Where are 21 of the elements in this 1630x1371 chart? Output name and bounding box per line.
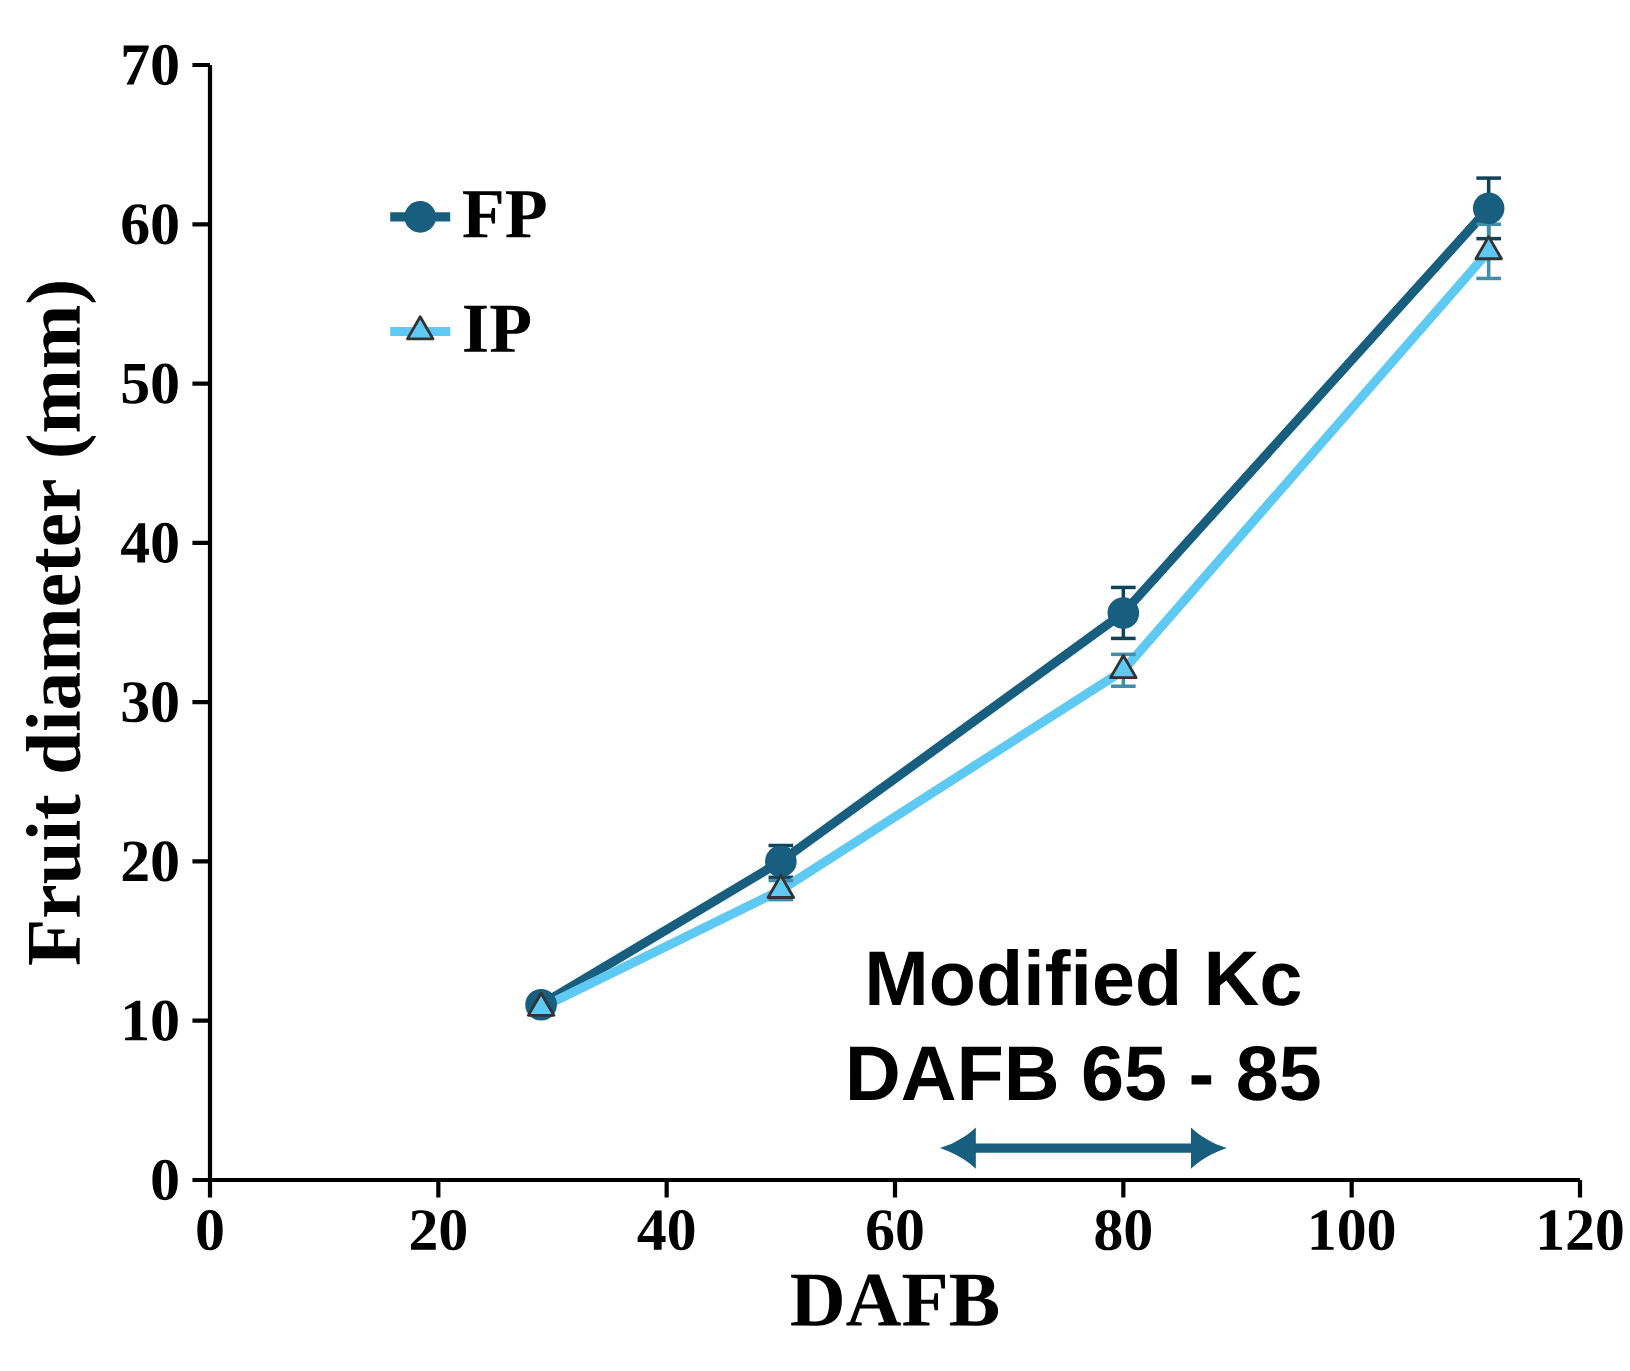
x-tick-label: 100 <box>1311 1209 1395 1251</box>
x-tick-label: 80 <box>1095 1209 1151 1251</box>
y-tick-label: 0 <box>152 1159 178 1201</box>
legend-label: FP <box>463 191 546 238</box>
x-axis-title: DAFB <box>791 1274 999 1326</box>
y-tick-label: 50 <box>122 363 178 404</box>
x-tick-label: 20 <box>411 1209 466 1251</box>
y-tick-label: 70 <box>123 44 178 86</box>
y-tick-label: 30 <box>122 681 178 723</box>
annotation: DAFB 65 - 85 <box>850 1045 1320 1101</box>
y-tick-label: 20 <box>122 841 178 882</box>
y-tick-label: 40 <box>121 522 178 564</box>
y-axis-title: Fruit diameter (mm) <box>26 282 97 965</box>
y-tick-label: 10 <box>125 1000 178 1041</box>
annotation: Modified Kc <box>869 948 1301 1006</box>
x-tick-label: 0 <box>197 1209 223 1251</box>
x-tick-label: 60 <box>867 1209 923 1251</box>
legend-label: IP <box>464 305 531 352</box>
y-tick-label: 60 <box>122 204 178 245</box>
x-tick-label: 40 <box>637 1209 695 1251</box>
x-tick-label: 120 <box>1539 1209 1623 1251</box>
